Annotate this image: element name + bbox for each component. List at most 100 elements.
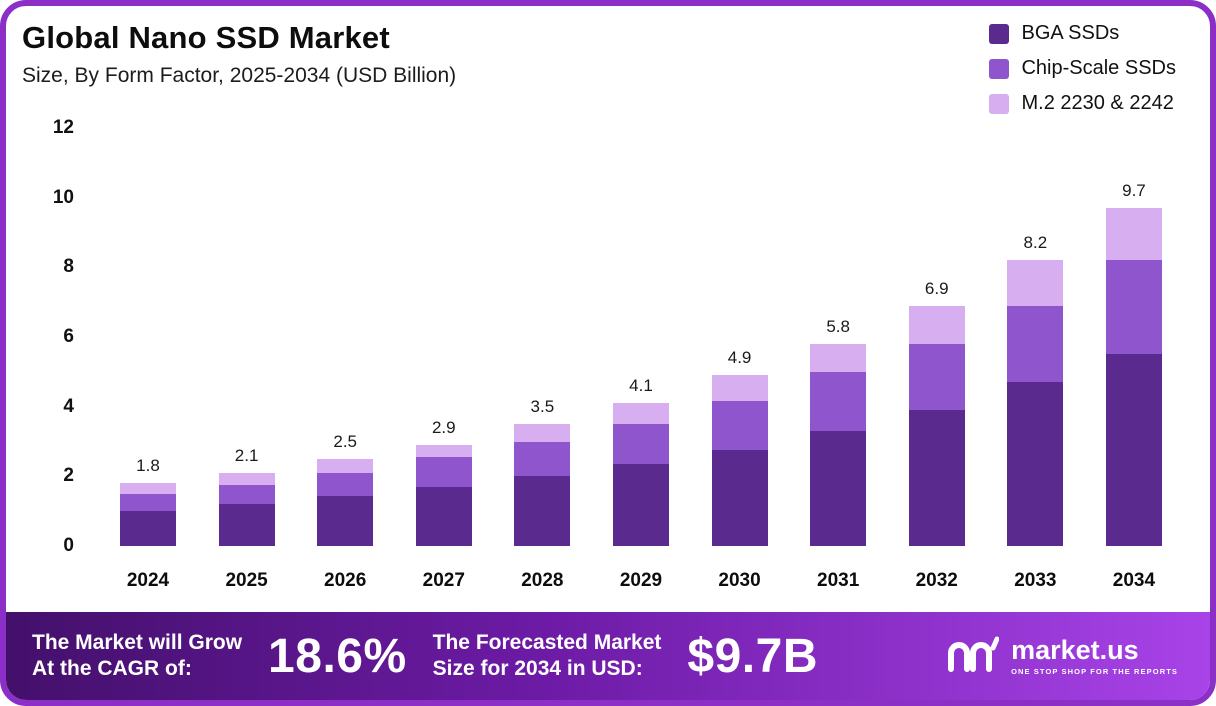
x-axis-year-label: 2034 [1112, 570, 1156, 591]
bar-group: 6.9 2032 [908, 128, 965, 591]
bar-segment [514, 441, 571, 477]
title-block: Global Nano SSD Market Size, By Form Fac… [22, 20, 456, 115]
bar-group: 2.5 2026 [317, 128, 374, 591]
x-axis-year-label: 2024 [126, 570, 170, 591]
y-tick-label: 0 [63, 535, 74, 556]
y-tick-label: 6 [63, 326, 74, 347]
bar-segment [711, 450, 768, 546]
cagr-label: The Market will Grow At the CAGR of: [32, 630, 243, 680]
forecast-value: $9.7B [687, 629, 818, 683]
bar-segment [514, 424, 571, 442]
bar-segment [218, 504, 275, 546]
bar-segment [612, 403, 669, 425]
bar-stack [612, 403, 669, 546]
x-axis-year-label: 2030 [718, 570, 761, 591]
bar-group: 8.2 2033 [1007, 128, 1064, 591]
bar-segment [1105, 208, 1162, 261]
x-axis-year-label: 2033 [1014, 570, 1057, 591]
bar-segment [1007, 260, 1064, 306]
bar-total-label: 5.8 [826, 317, 850, 336]
forecast-label: The Forecasted Market Size for 2034 in U… [432, 630, 662, 680]
legend-item: M.2 2230 & 2242 [989, 92, 1176, 115]
bar-total-label: 6.9 [924, 278, 949, 298]
legend: BGA SSDs Chip-Scale SSDs M.2 2230 & 2242 [989, 20, 1194, 115]
bar-segment [415, 457, 472, 487]
bar-segment [908, 305, 965, 344]
y-tick-label: 8 [63, 256, 74, 278]
x-axis-year-label: 2027 [422, 570, 465, 591]
bar-segment [120, 483, 176, 494]
y-tick-label: 2 [63, 465, 74, 487]
bar-segment [415, 445, 472, 458]
bar-total-label: 3.5 [530, 397, 555, 417]
legend-swatch-icon [989, 93, 1010, 114]
bar-stack [514, 424, 571, 546]
bar-segment [810, 431, 867, 546]
bar-total-label: 1.8 [136, 456, 160, 476]
legend-label: Chip-Scale SSDs [1021, 57, 1176, 79]
bar-stack [415, 445, 472, 546]
bar-segment [415, 486, 472, 546]
cagr-value: 18.6% [268, 629, 407, 683]
marketus-logo-icon [947, 636, 1000, 677]
bar-stack [908, 305, 965, 546]
bar-segment [612, 424, 669, 465]
y-tick-label: 10 [52, 186, 74, 208]
brand-name: market.us [1011, 635, 1139, 666]
bar-segment [711, 401, 768, 451]
chart: 0 2 4 6 8 10 12 1.8 2024 2.1 2025 2.5 2026 2.9 2027 3.… [22, 117, 1194, 591]
bar-segment [1105, 354, 1162, 546]
bar-segment [908, 410, 965, 546]
header: Global Nano SSD Market Size, By Form Fac… [22, 20, 1194, 115]
legend-label: BGA SSDs [1021, 22, 1120, 44]
x-axis-year-label: 2029 [619, 570, 663, 591]
bar-stack [317, 458, 374, 546]
legend-item: Chip-Scale SSDs [989, 57, 1176, 80]
bar-segment [908, 343, 965, 411]
bar-total-label: 2.5 [333, 431, 357, 451]
footer-banner: The Market will Grow At the CAGR of: 18.… [6, 612, 1210, 700]
bar-stack [218, 472, 275, 546]
bar-segment [612, 464, 669, 546]
legend-swatch-icon [989, 58, 1010, 79]
legend-label: M.2 2230 & 2242 [1021, 92, 1174, 114]
bar-group: 2.1 2025 [218, 128, 275, 591]
bar-segment [1007, 382, 1064, 546]
bar-segment [810, 371, 867, 432]
plot-area: 1.8 2024 2.1 2025 2.5 2026 2.9 2027 3.5 2028 4.1 20… [106, 128, 1176, 591]
bar-segment [810, 344, 867, 372]
bar-segment [120, 493, 176, 512]
bar-group: 2.9 2027 [415, 128, 472, 591]
legend-item: BGA SSDs [989, 22, 1176, 45]
y-axis: 0 2 4 6 8 10 12 [22, 117, 88, 556]
x-axis-year-label: 2031 [817, 570, 860, 591]
bar-stack [1007, 260, 1064, 546]
bar-segment [317, 472, 374, 496]
bar-total-label: 4.9 [727, 348, 752, 368]
bar-total-label: 2.1 [234, 445, 259, 465]
bar-segment [317, 495, 374, 546]
legend-swatch-icon [989, 23, 1010, 44]
brand-lockup: market.us ONE STOP SHOP FOR THE REPORTS [947, 636, 1184, 677]
bar-segment [711, 375, 768, 402]
bar-segment [120, 511, 176, 546]
bar-total-label: 2.9 [431, 418, 456, 438]
y-tick-label: 12 [52, 117, 74, 138]
x-axis-year-label: 2026 [324, 570, 367, 591]
bar-segment [1007, 305, 1064, 383]
bar-stack [120, 483, 176, 546]
bar-segment [514, 476, 571, 546]
bar-segment [317, 458, 374, 473]
bar-group: 9.7 2034 [1105, 128, 1162, 591]
bar-total-label: 9.7 [1122, 181, 1146, 201]
brand-tagline: ONE STOP SHOP FOR THE REPORTS [1011, 666, 1178, 676]
page-title: Global Nano SSD Market [22, 20, 390, 55]
bar-stack [711, 375, 768, 546]
bar-group: 3.5 2028 [514, 128, 571, 591]
bar-group: 4.1 2029 [612, 128, 669, 591]
bar-total-label: 8.2 [1023, 233, 1048, 253]
brand-texts: market.us ONE STOP SHOP FOR THE REPORTS [1011, 636, 1178, 675]
bar-group: 5.8 2031 [810, 128, 867, 591]
x-axis-year-label: 2025 [225, 570, 268, 591]
